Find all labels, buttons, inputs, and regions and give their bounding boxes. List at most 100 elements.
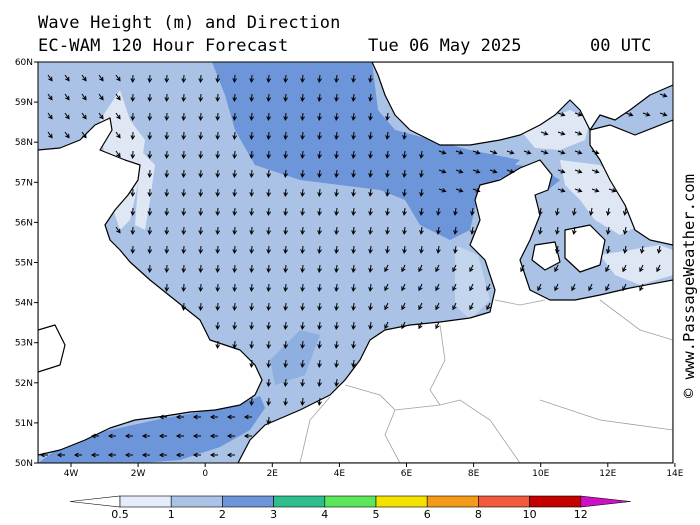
wave-arrow: [452, 302, 457, 311]
wave-arrow: [198, 150, 204, 160]
wave-arrow: [385, 112, 390, 121]
wave-arrow: [209, 414, 218, 420]
sea-light-german-bight: [455, 245, 490, 320]
wave-arrow: [317, 169, 322, 179]
wave-arrow: [283, 207, 289, 217]
wave-arrow: [249, 169, 255, 179]
wave-arrow: [198, 283, 204, 293]
wave-arrow: [249, 264, 255, 274]
wave-arrow: [198, 169, 204, 179]
lat-tick-label: 51N: [15, 419, 33, 429]
wave-arrow: [249, 131, 255, 141]
wave-arrow: [472, 169, 481, 174]
wave-arrow: [368, 264, 373, 273]
wave-arrow: [266, 188, 272, 198]
wave-arrow: [147, 112, 153, 122]
legend-label: 8: [475, 508, 482, 521]
wave-arrow: [283, 150, 289, 160]
wave-arrow: [368, 188, 373, 197]
wave-arrow: [351, 131, 356, 141]
wave-arrow: [181, 150, 187, 160]
wave-arrow: [249, 283, 255, 293]
wave-arrow: [591, 150, 600, 155]
wave-arrow: [81, 112, 87, 120]
wave-arrow: [317, 112, 322, 122]
wave-arrow: [385, 131, 390, 140]
wave-arrow: [385, 207, 390, 216]
wave-arrow: [130, 226, 136, 236]
wave-arrow: [334, 264, 339, 274]
wave-arrow: [130, 150, 136, 160]
legend-label: 0.5: [111, 508, 129, 521]
wave-arrow: [436, 207, 441, 216]
wave-arrow: [283, 340, 289, 350]
wave-arrow: [351, 112, 356, 122]
wave-arrow: [81, 74, 87, 82]
wave-arrow: [192, 452, 201, 458]
wave-arrow: [317, 283, 322, 293]
wave-arrow: [283, 188, 289, 198]
wave-arrow: [419, 226, 424, 235]
wave-arrow: [605, 283, 610, 292]
wave-arrow: [351, 188, 356, 198]
wave-arrow: [334, 359, 339, 369]
wave-arrow: [418, 264, 423, 273]
wave-arrow: [523, 150, 532, 155]
legend-swatch: [375, 495, 428, 508]
wave-arrow: [554, 264, 559, 273]
wave-arrow: [384, 302, 389, 311]
legend-swatch: [273, 495, 326, 508]
legend-swatch: [324, 495, 377, 508]
wave-arrow: [419, 150, 424, 159]
wave-arrow: [455, 188, 464, 193]
wave-arrow: [243, 433, 252, 439]
wave-arrow: [209, 433, 218, 439]
wave-arrow: [215, 150, 221, 160]
wave-arrow: [385, 245, 390, 254]
wave-arrow: [317, 226, 322, 236]
wave-arrow: [266, 378, 272, 388]
wave-arrow: [107, 433, 116, 439]
wave-arrow: [90, 452, 99, 458]
wave-arrow: [402, 169, 407, 178]
wave-arrow: [334, 245, 339, 255]
wave-arrow: [571, 283, 576, 292]
wave-arrow: [164, 188, 170, 198]
wave-arrow: [401, 321, 406, 330]
wave-arrow: [164, 150, 170, 160]
wave-arrow: [232, 112, 238, 122]
wave-arrow: [115, 150, 121, 158]
wave-arrow: [334, 283, 339, 293]
wave-arrow: [215, 245, 221, 255]
wave-arrow: [249, 150, 255, 160]
wave-arrow: [39, 452, 48, 458]
wave-arrow: [249, 359, 255, 369]
wave-arrow: [605, 264, 610, 273]
wave-arrow: [300, 302, 305, 312]
wave-arrow: [317, 207, 322, 217]
lat-tick-label: 53N: [15, 339, 33, 349]
wave-arrow: [266, 150, 272, 160]
wave-arrow: [300, 283, 305, 293]
wave-arrow: [266, 264, 272, 274]
wave-arrow: [470, 226, 475, 235]
wave-arrow: [639, 245, 645, 254]
wave-arrow: [334, 131, 339, 141]
wave-direction-arrows: [39, 74, 668, 458]
wave-arrow: [351, 93, 356, 103]
wave-arrow: [198, 302, 204, 312]
wave-arrow: [368, 112, 373, 121]
wave-arrow: [606, 226, 611, 235]
wave-arrow: [574, 131, 583, 136]
sea-2-3m-north: [212, 62, 520, 240]
wave-arrow: [557, 112, 566, 117]
wave-arrow: [574, 112, 583, 117]
legend-label: 5: [373, 508, 380, 521]
wave-arrow: [47, 93, 53, 101]
wave-arrow: [130, 74, 136, 84]
wave-arrow: [401, 264, 406, 273]
wave-arrow: [300, 359, 305, 369]
lon-tick-label: 6E: [401, 469, 413, 479]
lat-tick-label: 52N: [15, 379, 33, 389]
